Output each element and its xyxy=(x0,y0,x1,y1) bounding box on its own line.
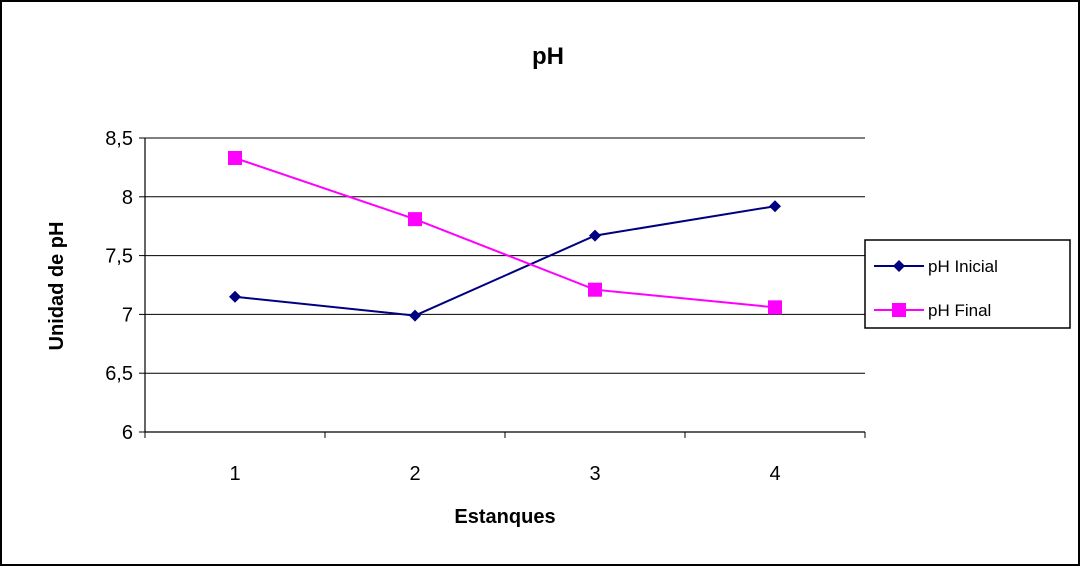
legend-marker xyxy=(893,260,905,272)
x-tick-label: 2 xyxy=(409,463,420,485)
x-tick-labels: 1 2 3 4 xyxy=(229,463,780,485)
y-tick-label: 7,5 xyxy=(105,246,133,268)
data-point xyxy=(408,212,422,227)
y-axis-label: Unidad de pH xyxy=(46,222,68,351)
y-tick-label: 7 xyxy=(122,304,133,326)
y-tick-label: 8 xyxy=(122,187,133,209)
legend-item: pH Final xyxy=(874,301,991,320)
legend-marker xyxy=(892,303,906,317)
data-point xyxy=(229,290,241,303)
y-tick-label: 6 xyxy=(122,422,133,444)
series-ph-inicial xyxy=(229,200,781,322)
x-tick-label: 4 xyxy=(769,463,780,485)
data-point xyxy=(228,150,242,165)
x-tick-label: 1 xyxy=(229,463,240,485)
gridlines xyxy=(145,137,865,374)
data-point xyxy=(588,282,602,297)
series-line xyxy=(234,205,776,317)
series-ph-final xyxy=(228,150,782,315)
series-line xyxy=(234,157,776,309)
legend-item: pH Inicial xyxy=(874,257,998,276)
series-layer xyxy=(228,150,782,322)
y-tick-label: 8,5 xyxy=(105,128,133,150)
x-axis-label: Estanques xyxy=(454,506,555,528)
y-tick-labels: 6 6,5 7 7,5 8 8,5 xyxy=(105,128,133,444)
axes xyxy=(139,137,866,438)
chart-title: pH xyxy=(532,43,564,70)
x-tick-label: 3 xyxy=(589,463,600,485)
legend: pH Inicial pH Final xyxy=(864,239,1071,329)
data-point xyxy=(768,300,782,315)
legend-label: pH Inicial xyxy=(928,257,998,276)
data-point xyxy=(589,229,601,242)
y-tick-label: 6,5 xyxy=(105,363,133,385)
data-point xyxy=(769,200,781,213)
legend-label: pH Final xyxy=(928,301,991,320)
data-point xyxy=(409,309,421,322)
